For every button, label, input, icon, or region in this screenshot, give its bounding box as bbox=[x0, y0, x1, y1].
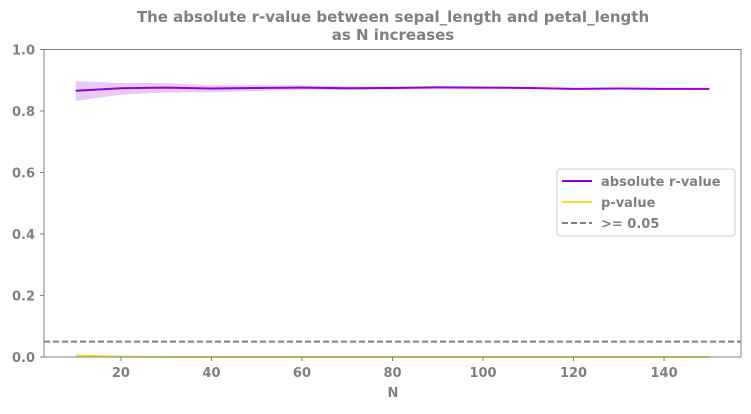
x-tick-label: 120 bbox=[560, 366, 587, 381]
legend-label-absolute-r-value: absolute r-value bbox=[601, 175, 721, 190]
legend: absolute r-value p-value >= 0.05 bbox=[556, 168, 736, 237]
y-axis-ticks: 0.0 0.2 0.4 0.6 0.8 1.0 bbox=[12, 44, 44, 366]
x-axis-label: N bbox=[388, 386, 399, 401]
y-tick-label: 0.4 bbox=[12, 228, 35, 243]
x-tick-label: 40 bbox=[202, 366, 220, 381]
y-tick-label: 0.6 bbox=[12, 167, 35, 182]
legend-box bbox=[556, 168, 736, 237]
x-tick-label: 20 bbox=[112, 366, 130, 381]
legend-label-p-value: p-value bbox=[601, 196, 656, 211]
y-tick-label: 1.0 bbox=[12, 44, 35, 59]
y-tick-label: 0.2 bbox=[12, 290, 35, 305]
x-tick-label: 80 bbox=[383, 366, 401, 381]
chart-title-line-1: The absolute r-value between sepal_lengt… bbox=[137, 8, 649, 26]
y-tick-label: 0.8 bbox=[12, 105, 35, 120]
x-tick-label: 140 bbox=[650, 366, 677, 381]
x-tick-label: 60 bbox=[293, 366, 311, 381]
y-tick-label: 0.0 bbox=[12, 351, 35, 366]
absolute-r-value-confidence-band bbox=[75, 81, 710, 101]
absolute-r-value-line bbox=[75, 86, 710, 92]
legend-label-threshold: >= 0.05 bbox=[601, 217, 659, 232]
x-tick-label: 100 bbox=[469, 366, 496, 381]
chart-title-line-2: as N increases bbox=[332, 26, 455, 44]
x-axis-ticks: 20 40 60 80 100 120 140 bbox=[112, 357, 678, 381]
